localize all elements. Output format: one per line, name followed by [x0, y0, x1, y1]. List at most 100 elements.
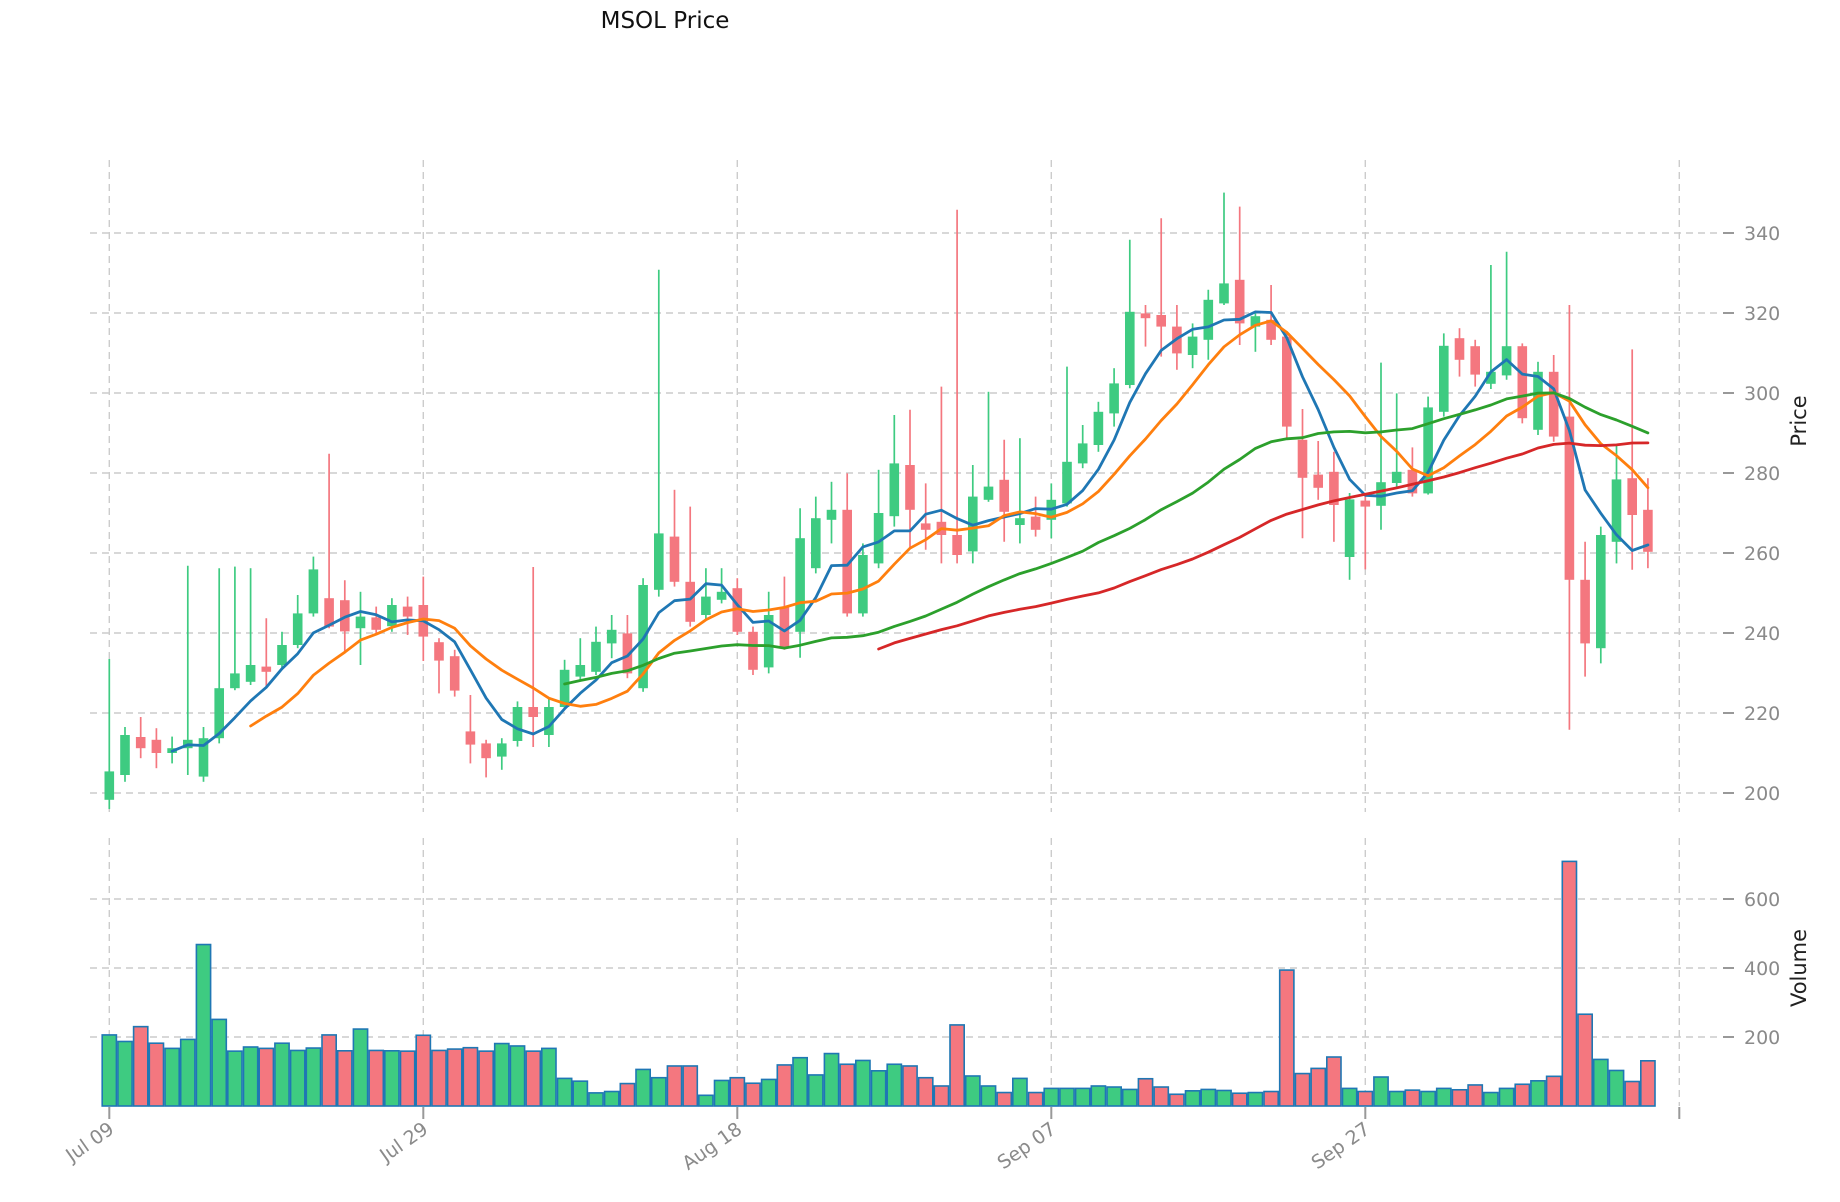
candle-body — [1030, 516, 1041, 530]
candle-body — [905, 465, 915, 510]
volume-bar — [540, 1047, 557, 1107]
volume-bar — [1420, 1090, 1436, 1107]
volume-bar — [1608, 1069, 1625, 1107]
volume-bar — [588, 1092, 604, 1107]
volume-bar — [745, 1082, 761, 1107]
candle-body — [1486, 371, 1496, 384]
volume-bar — [713, 1079, 730, 1107]
candle-body — [528, 707, 538, 717]
volume-bar — [195, 943, 212, 1107]
candle-body — [214, 688, 224, 739]
candle-body — [371, 617, 381, 630]
volume-bar — [305, 1047, 322, 1107]
candle-body — [1062, 461, 1072, 504]
candle-body — [1313, 474, 1323, 488]
candle-body — [669, 536, 680, 582]
candle-body — [1344, 499, 1355, 557]
volume-bar — [650, 1076, 667, 1107]
volume-bar — [1561, 860, 1578, 1107]
candle-body — [355, 616, 366, 629]
candle-body — [1454, 338, 1465, 360]
volume-bar — [227, 1050, 243, 1107]
candle-body — [1297, 439, 1308, 478]
volume-bar — [1074, 1087, 1091, 1107]
volume-bar — [1624, 1080, 1641, 1107]
candle-body — [1391, 471, 1402, 483]
candle-body — [873, 513, 884, 564]
volume-bar — [1121, 1088, 1138, 1107]
x-tick-label: Sep 07 — [993, 1118, 1060, 1174]
volume-tick-label: 400 — [1744, 958, 1780, 980]
price-tick-label: 280 — [1744, 463, 1780, 485]
volume-bar — [132, 1025, 149, 1107]
candle-body — [1548, 371, 1559, 437]
volume-bar — [211, 1018, 228, 1107]
x-tick-label: Sep 27 — [1307, 1118, 1374, 1174]
candle-layer — [104, 192, 1653, 809]
volume-bar — [352, 1028, 369, 1107]
volume-bar — [886, 1063, 903, 1107]
candle-body — [1156, 315, 1166, 327]
candle-body — [1517, 346, 1528, 419]
candle-body — [434, 642, 444, 661]
candle-body — [811, 518, 821, 569]
candle-body — [889, 463, 900, 517]
volume-bar — [964, 1075, 981, 1107]
volume-bar — [1357, 1090, 1374, 1107]
volume-bar — [1404, 1089, 1421, 1107]
volume-bar — [1373, 1076, 1389, 1107]
candle-body — [449, 656, 460, 691]
candle-body — [1439, 345, 1449, 412]
price-tick-label: 320 — [1744, 303, 1780, 325]
candle-body — [1140, 313, 1151, 319]
volume-bar — [572, 1080, 589, 1107]
candle-body — [858, 555, 868, 614]
candle-body — [1423, 407, 1433, 494]
volume-bar — [1247, 1091, 1264, 1107]
candle-body — [826, 509, 837, 520]
candle-body — [1580, 579, 1590, 644]
candle-body — [748, 631, 758, 670]
candle-body — [1596, 535, 1606, 649]
volume-bar — [1435, 1087, 1452, 1107]
volume-bar — [807, 1074, 824, 1107]
price-tick-label: 240 — [1744, 623, 1780, 645]
volume-bar — [368, 1049, 385, 1107]
candle-body — [1470, 346, 1480, 375]
volume-bar — [1043, 1087, 1060, 1107]
candle-body — [277, 645, 287, 665]
candle-body — [1533, 371, 1543, 430]
ma-line-30 — [563, 391, 1650, 686]
candle-body — [1077, 443, 1088, 464]
volume-bar — [383, 1050, 400, 1107]
volume-bar — [462, 1046, 479, 1107]
candle-body — [795, 538, 805, 632]
volume-bar — [289, 1049, 306, 1107]
candle-body — [1627, 478, 1637, 515]
candle-body — [701, 596, 711, 615]
volume-bar — [666, 1065, 683, 1107]
x-tick-label: Jul 29 — [375, 1118, 432, 1167]
volume-bar — [478, 1050, 494, 1107]
grid-layer — [90, 160, 1720, 1106]
x-tick-label: Aug 18 — [678, 1118, 746, 1175]
volume-bar — [164, 1047, 180, 1107]
volume-bar — [729, 1076, 746, 1107]
candle-body — [716, 591, 727, 600]
volume-bar — [1326, 1056, 1342, 1107]
volume-bar — [1106, 1086, 1122, 1107]
volume-bar — [1483, 1091, 1499, 1107]
volume-bar — [399, 1050, 416, 1107]
volume-tick-label: 600 — [1744, 889, 1780, 911]
volume-layer — [101, 860, 1656, 1107]
volume-bar — [697, 1094, 714, 1107]
candle-body — [952, 535, 962, 555]
candle-body — [1266, 319, 1276, 340]
candle-body — [151, 739, 162, 753]
volume-bar — [619, 1082, 636, 1107]
candle-body — [1234, 279, 1245, 324]
volume-bar — [1577, 1013, 1593, 1107]
candle-body — [544, 707, 554, 735]
volume-bar — [1341, 1087, 1358, 1107]
